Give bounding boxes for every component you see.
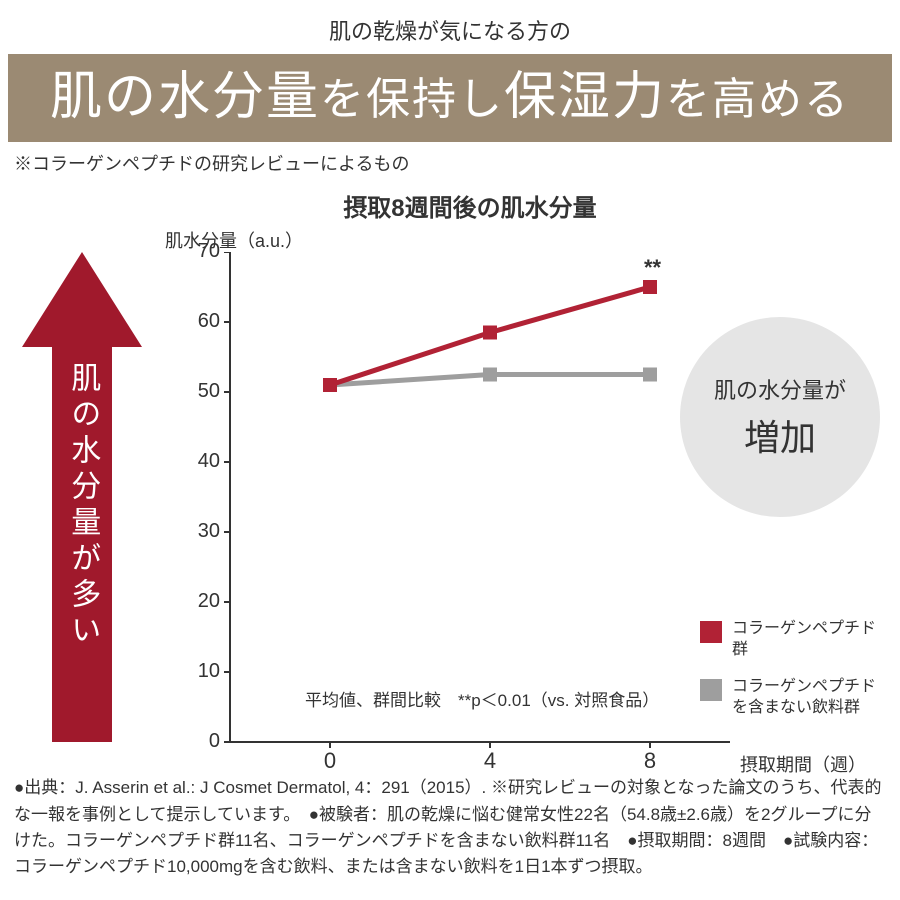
badge-line-1: 肌の水分量が [714,373,846,405]
arrow-label: 肌の水分量が多い [62,362,103,650]
main-banner: 肌の水分量を保持し保湿力を高める [8,54,892,142]
badge-line-2: 増加 [744,409,816,461]
legend-item-control: コラーゲンペプチドを含まない飲料群 [700,677,890,719]
legend-swatch-control [700,679,722,701]
footer-text: ●出典：J. Asserin et al.: J Cosmet Dermatol… [0,767,900,880]
chart-plot [230,252,730,742]
significance-marker: ** [644,255,661,281]
up-arrow: 肌の水分量が多い [22,252,142,742]
legend-swatch-collagen [700,621,722,643]
stat-note: 平均値、群間比較 **p＜0.01（vs. 対照食品） [305,686,659,711]
disclaimer-text: ※コラーゲンペプチドの研究レビューによるもの [0,142,900,182]
banner-part-2: を保持し [320,75,504,124]
x-axis-label: 摂取期間（週） [740,751,866,777]
x-tick-0: 0 [310,748,350,774]
legend-item-collagen: コラーゲンペプチド群 [700,619,890,661]
legend-label-collagen: コラーゲンペプチド群 [732,619,890,661]
y-tick-0: 0 [180,730,220,753]
y-tick-60: 60 [180,310,220,333]
y-tick-30: 30 [180,520,220,543]
y-tick-20: 20 [180,590,220,613]
x-tick-4: 4 [470,748,510,774]
banner-part-1: 肌の水分量 [50,68,320,126]
banner-part-3: 保湿力 [504,68,666,126]
y-tick-40: 40 [180,450,220,473]
y-tick-50: 50 [180,380,220,403]
x-tick-8: 8 [630,748,670,774]
chart-area: 肌の水分量が多い 肌水分量（a.u.） 010203040506070 048 … [0,227,900,767]
chart-title: 摂取8週間後の肌水分量 [0,182,900,227]
legend-label-control: コラーゲンペプチドを含まない飲料群 [732,677,890,719]
banner-text: 肌の水分量を保持し保湿力を高める [8,66,892,128]
top-subtitle: 肌の乾燥が気になる方の [0,0,900,54]
arrow-label-wrap: 肌の水分量が多い [22,362,142,655]
y-tick-70: 70 [180,240,220,263]
banner-part-4: を高める [666,75,850,124]
legend: コラーゲンペプチド群 コラーゲンペプチドを含まない飲料群 [700,619,890,734]
result-badge: 肌の水分量が 増加 [680,317,880,517]
y-tick-10: 10 [180,660,220,683]
